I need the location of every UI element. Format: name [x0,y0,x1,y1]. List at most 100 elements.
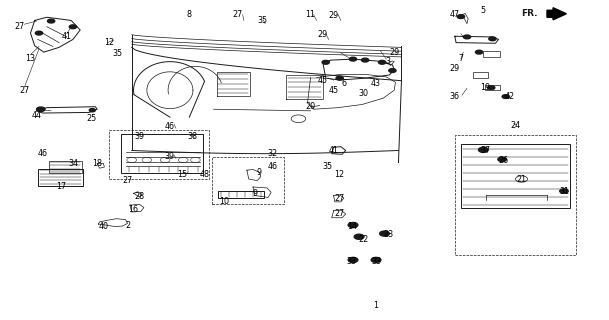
Text: 33: 33 [347,257,357,266]
Text: 29: 29 [449,63,460,73]
Text: 40: 40 [98,222,108,231]
Text: 5: 5 [481,6,486,15]
Text: 29: 29 [317,30,328,39]
Circle shape [90,108,96,112]
Text: 39: 39 [165,152,175,161]
Text: 2: 2 [125,220,130,229]
Bar [485,84,501,90]
Text: 38: 38 [188,132,197,141]
Bar [484,51,501,57]
Text: 15: 15 [177,170,187,179]
Text: 12: 12 [104,38,114,47]
Text: 19: 19 [480,83,490,92]
Text: 47: 47 [450,10,460,19]
Text: 14: 14 [347,222,357,231]
Text: 28: 28 [135,192,145,201]
Circle shape [379,231,389,236]
Text: 7: 7 [459,54,463,63]
Text: 31: 31 [559,187,569,196]
Bar [473,72,488,77]
Text: 26: 26 [498,156,509,164]
Circle shape [348,222,358,228]
Text: 46: 46 [165,122,175,131]
Text: 27: 27 [334,194,345,203]
Text: 29: 29 [328,11,339,20]
Text: 25: 25 [86,114,96,123]
Circle shape [322,60,329,64]
Circle shape [336,76,343,80]
Text: 10: 10 [219,197,230,206]
Text: 22: 22 [359,235,369,244]
Circle shape [489,37,496,41]
Text: 18: 18 [92,159,102,168]
Text: 46: 46 [268,162,278,171]
Circle shape [348,257,358,262]
Text: 12: 12 [334,170,345,179]
Circle shape [362,58,369,62]
Text: 44: 44 [32,111,41,120]
Bar [461,144,570,208]
Text: 45: 45 [318,76,328,85]
Bar [49,161,82,173]
Bar [219,191,264,198]
Text: 45: 45 [328,86,339,95]
Circle shape [371,257,381,262]
Circle shape [560,189,568,193]
Text: 27: 27 [334,209,345,219]
Text: 13: 13 [26,54,35,63]
Text: 41: 41 [62,32,72,41]
Circle shape [35,31,43,35]
Text: 27: 27 [122,176,133,185]
Circle shape [463,35,471,39]
Text: 24: 24 [510,121,521,130]
Text: 16: 16 [128,205,138,214]
Text: 1: 1 [373,301,379,310]
Text: 32: 32 [268,149,278,158]
Text: 27: 27 [19,86,30,95]
Text: 11: 11 [306,10,315,19]
Text: 6: 6 [342,79,347,88]
Bar [38,169,83,186]
Text: 3: 3 [385,57,390,66]
Text: 42: 42 [504,92,515,101]
FancyArrow shape [547,8,566,20]
Text: 34: 34 [68,159,78,168]
Text: 35: 35 [257,16,267,25]
Circle shape [502,95,509,99]
Circle shape [354,234,364,239]
Text: 17: 17 [56,182,66,191]
Circle shape [457,15,465,19]
Circle shape [69,25,77,29]
Text: 23: 23 [383,230,393,239]
Circle shape [37,107,45,111]
Circle shape [488,86,495,90]
Text: 8: 8 [187,10,192,19]
Circle shape [48,19,55,23]
Bar [121,134,203,173]
Text: 46: 46 [38,149,48,158]
Circle shape [476,50,483,54]
Text: 30: 30 [359,89,369,98]
Text: FR.: FR. [521,9,537,18]
Text: 9: 9 [252,189,258,198]
Text: 29: 29 [389,48,400,57]
Text: 21: 21 [516,174,527,184]
Circle shape [350,57,357,61]
Text: 9: 9 [256,168,262,177]
Text: 37: 37 [480,146,490,155]
Circle shape [498,157,506,162]
Text: 27: 27 [233,10,243,19]
Text: 35: 35 [113,49,123,58]
Text: 35: 35 [323,162,333,171]
Text: 27: 27 [15,22,25,31]
Text: 48: 48 [200,170,209,179]
Text: 41: 41 [329,146,339,155]
Bar [213,157,284,204]
Text: 39: 39 [135,132,145,141]
Circle shape [389,69,396,72]
Text: 33: 33 [371,257,381,266]
Circle shape [378,60,385,64]
Bar [455,135,576,255]
Text: 20: 20 [306,101,315,111]
Bar [109,130,209,179]
